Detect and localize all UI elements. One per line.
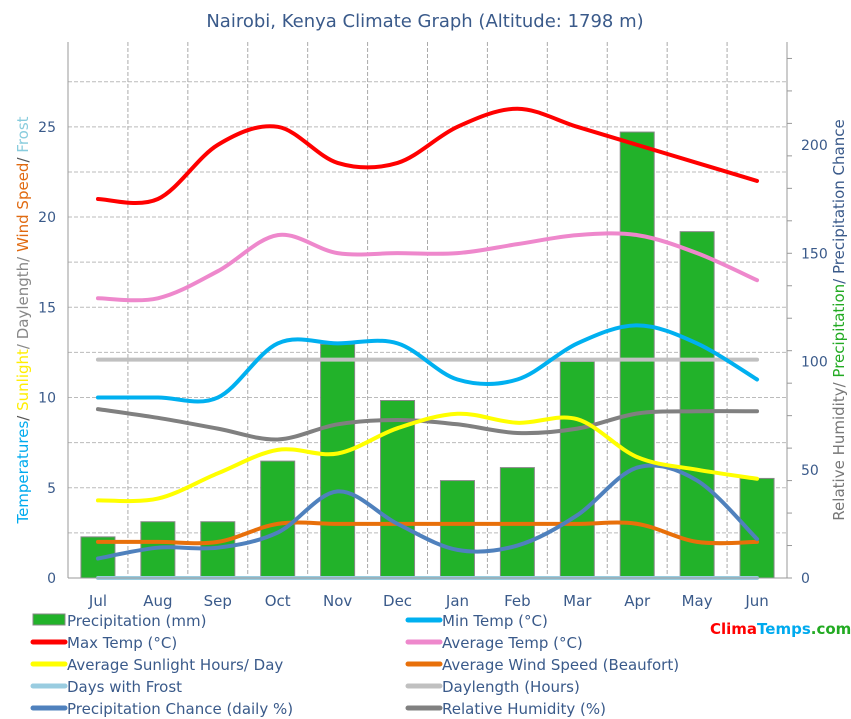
grid xyxy=(67,42,788,579)
logo-part: Temps xyxy=(757,620,811,638)
axis-title-part: Frost xyxy=(14,116,32,152)
line-relative-humidity xyxy=(95,407,760,442)
legend-label: Relative Humidity (%) xyxy=(442,700,606,718)
axis-title-part: / Daylength/ xyxy=(14,252,32,349)
x-tick-label: May xyxy=(682,592,713,610)
legend-label: Precipitation (mm) xyxy=(67,612,206,630)
right-tick-label: 150 xyxy=(801,246,828,262)
left-tick-label: 10 xyxy=(38,391,56,407)
axis-title-part: Precipitation xyxy=(830,284,848,378)
legend-label: Average Temp (°C) xyxy=(442,634,583,652)
left-axis-title: Temperatures/ Sunlight/ Daylength/ Wind … xyxy=(14,116,32,524)
right-tick-label: 50 xyxy=(801,463,819,479)
line-average-sunlight-hours-day xyxy=(95,411,760,504)
x-tick-label: Oct xyxy=(265,592,291,610)
line-average-wind-speed-beaufort xyxy=(95,520,760,546)
climatemps-logo: ClimaTemps.com xyxy=(710,620,851,638)
legend-swatch xyxy=(32,613,66,626)
left-tick-label: 25 xyxy=(38,120,56,136)
bar-precipitation xyxy=(320,343,356,579)
x-tick-label: Feb xyxy=(504,592,531,610)
x-tick-label: Jun xyxy=(744,592,768,610)
axis-title-part: / xyxy=(14,153,32,163)
axis-title-part: Sunlight xyxy=(14,349,32,411)
x-tick-label: Dec xyxy=(383,592,412,610)
logo-part: Clima xyxy=(710,620,757,638)
line-max-temp-c xyxy=(95,106,760,205)
left-tick-label: 0 xyxy=(47,571,56,587)
x-tick-label: Sep xyxy=(204,592,232,610)
right-tick-label: 100 xyxy=(801,355,828,371)
logo-part: .com xyxy=(811,620,851,638)
right-axis-title: Relative Humidity/ Precipitation/ Precip… xyxy=(830,119,848,520)
bar-precipitation xyxy=(679,231,715,579)
left-tick-label: 20 xyxy=(38,210,56,226)
legend-label: Average Sunlight Hours/ Day xyxy=(67,656,283,674)
line-min-temp-c xyxy=(95,323,760,404)
legend-label: Precipitation Chance (daily %) xyxy=(67,700,293,718)
x-tick-label: Nov xyxy=(323,592,352,610)
line-precipitation-chance-daily xyxy=(95,463,760,561)
axis-title-part: Relative Humidity/ xyxy=(830,378,848,521)
legend: Precipitation (mm) Min Temp (°C) Max Temp … xyxy=(30,612,679,718)
chart-title: Nairobi, Kenya Climate Graph (Altitude: … xyxy=(206,11,643,32)
right-tick-label: 0 xyxy=(801,571,810,587)
legend-label: Daylength (Hours) xyxy=(442,678,580,696)
bar-precipitation xyxy=(559,361,595,579)
legend-label: Days with Frost xyxy=(67,678,182,696)
x-tick-label: Aug xyxy=(143,592,172,610)
right-tick-label: 200 xyxy=(801,138,828,154)
axis-title-part: / xyxy=(14,411,32,421)
axis-title-part: Temperatures xyxy=(14,421,32,525)
legend-label: Average Wind Speed (Beaufort) xyxy=(442,656,679,674)
axis-title-part: Wind Speed xyxy=(14,163,32,253)
line-average-temp-c xyxy=(95,231,760,303)
left-tick-label: 5 xyxy=(47,481,56,497)
bar-precipitation xyxy=(439,480,475,579)
legend-label: Min Temp (°C) xyxy=(442,612,548,630)
x-tick-label: Jan xyxy=(445,592,469,610)
bar-precipitation xyxy=(260,460,296,579)
legend-label: Max Temp (°C) xyxy=(67,634,177,652)
x-tick-label: Mar xyxy=(563,592,592,610)
x-tick-label: Jul xyxy=(88,592,107,610)
axis-title-part: / Precipitation Chance xyxy=(830,119,848,284)
left-tick-label: 15 xyxy=(38,300,56,316)
bar-precipitation xyxy=(619,131,655,579)
axes: 0 5 10 15 20 25 0 50 100 150 200 Jul Aug Sep Oct Nov Dec… xyxy=(14,42,848,610)
x-tick-label: Apr xyxy=(624,592,651,610)
